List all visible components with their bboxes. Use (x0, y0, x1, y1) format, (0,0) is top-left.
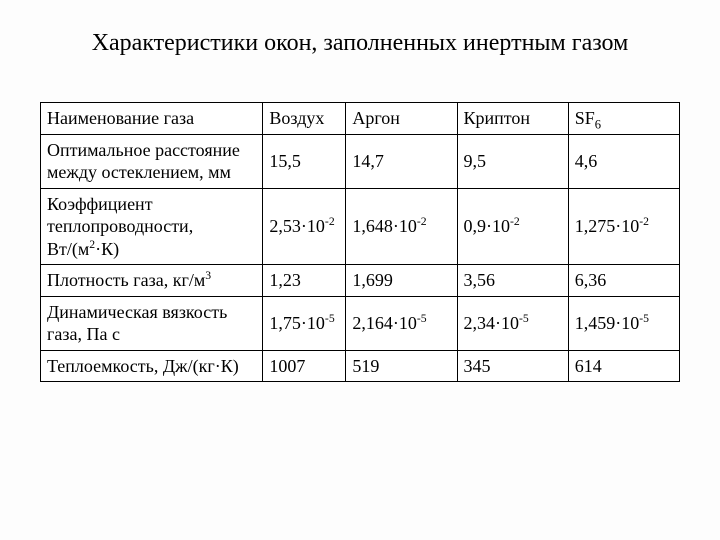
cell: 4,6 (568, 134, 679, 188)
cell: 1,459·10-5 (568, 296, 679, 350)
cell: 1,75·10-5 (263, 296, 346, 350)
header-gas-3: SF6 (568, 103, 679, 135)
table-row: Динамическая вязкость газа, Па с 1,75·10… (41, 296, 680, 350)
cell: 3,56 (457, 265, 568, 297)
header-gas-2: Криптон (457, 103, 568, 135)
cell: 345 (457, 350, 568, 382)
cell: 2,34·10-5 (457, 296, 568, 350)
page: Характеристики окон, заполненных инертны… (0, 0, 720, 540)
cell: 614 (568, 350, 679, 382)
cell: 2,164·10-5 (346, 296, 457, 350)
cell: 0,9·10-2 (457, 188, 568, 265)
cell: 1,648·10-2 (346, 188, 457, 265)
cell: 9,5 (457, 134, 568, 188)
cell: 6,36 (568, 265, 679, 297)
cell: 519 (346, 350, 457, 382)
table-row: Теплоемкость, Дж/(кг·К) 1007 519 345 614 (41, 350, 680, 382)
cell: 15,5 (263, 134, 346, 188)
table-row: Плотность газа, кг/м3 1,23 1,699 3,56 6,… (41, 265, 680, 297)
header-gas-0: Воздух (263, 103, 346, 135)
cell: 1,699 (346, 265, 457, 297)
row-label: Коэффициент теплопроводности, Вт/(м2·К) (41, 188, 263, 265)
table-row: Оптимальное расстояние между остеклением… (41, 134, 680, 188)
row-label: Теплоемкость, Дж/(кг·К) (41, 350, 263, 382)
row-label: Плотность газа, кг/м3 (41, 265, 263, 297)
header-gas-1: Аргон (346, 103, 457, 135)
cell: 2,53·10-2 (263, 188, 346, 265)
cell: 1007 (263, 350, 346, 382)
header-name: Наименование газа (41, 103, 263, 135)
row-label: Оптимальное расстояние между остеклением… (41, 134, 263, 188)
cell: 14,7 (346, 134, 457, 188)
page-title: Характеристики окон, заполненных инертны… (40, 30, 680, 57)
cell: 1,23 (263, 265, 346, 297)
cell: 1,275·10-2 (568, 188, 679, 265)
table-row: Коэффициент теплопроводности, Вт/(м2·К) … (41, 188, 680, 265)
row-label: Динамическая вязкость газа, Па с (41, 296, 263, 350)
table-header-row: Наименование газа Воздух Аргон Криптон S… (41, 103, 680, 135)
gas-properties-table: Наименование газа Воздух Аргон Криптон S… (40, 102, 680, 382)
